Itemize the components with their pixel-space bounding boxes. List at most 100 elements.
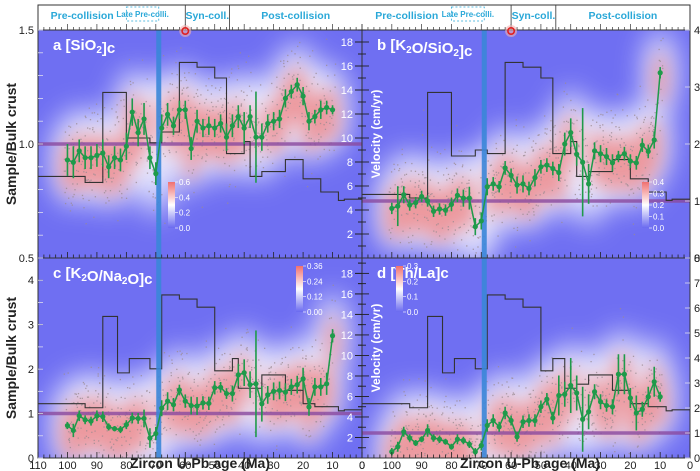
sample-point	[205, 160, 207, 162]
sample-point	[293, 74, 295, 76]
sample-point	[608, 178, 610, 180]
sample-point	[222, 416, 224, 418]
sample-point	[506, 404, 508, 406]
sample-point	[414, 205, 416, 207]
sample-point	[516, 411, 518, 413]
sample-point	[449, 407, 452, 409]
median-point	[526, 417, 532, 424]
median-point	[206, 123, 212, 129]
red-circle-halo	[179, 25, 192, 37]
sample-point	[259, 133, 261, 135]
sample-point	[140, 157, 142, 159]
x-tick-label: 70	[475, 460, 487, 471]
sample-point	[643, 119, 645, 121]
sample-point	[239, 52, 242, 54]
sample-point	[318, 133, 320, 135]
sample-point	[573, 147, 575, 150]
sample-point	[607, 383, 610, 385]
sample-point	[593, 435, 595, 437]
sample-point	[247, 359, 249, 361]
sample-point	[258, 359, 260, 361]
sample-point	[254, 146, 256, 148]
sample-point	[442, 412, 444, 414]
sample-point	[273, 362, 276, 364]
sample-point	[567, 401, 569, 403]
sample-point	[650, 123, 652, 125]
colorbar-label: 0.1	[653, 213, 665, 222]
sample-point	[73, 193, 75, 196]
sample-point	[176, 368, 178, 371]
sample-point	[162, 110, 165, 112]
sample-point	[405, 427, 408, 429]
sample-point	[575, 175, 577, 177]
sample-point	[203, 369, 206, 371]
sample-point	[660, 384, 663, 387]
sample-point	[567, 419, 569, 421]
sample-point	[420, 444, 422, 446]
sample-point	[509, 207, 511, 209]
median-point	[82, 417, 88, 423]
sample-point	[590, 360, 592, 363]
sample-point	[93, 131, 95, 133]
median-point	[532, 417, 538, 424]
sample-point	[117, 152, 119, 154]
collision-onset-bar	[481, 30, 487, 258]
sample-point	[595, 161, 597, 164]
sample-point	[458, 186, 460, 188]
sample-point	[234, 372, 236, 374]
sample-point	[330, 353, 332, 356]
sample-point	[447, 226, 449, 228]
sample-point	[262, 123, 264, 125]
sample-point	[424, 435, 426, 437]
sample-point	[64, 131, 67, 133]
sample-point	[75, 169, 78, 172]
median-point	[312, 384, 318, 390]
sample-point	[132, 82, 134, 84]
sample-point	[129, 80, 132, 83]
sample-point	[465, 231, 468, 234]
sample-point	[541, 380, 543, 383]
x-tick-label: 60	[179, 460, 191, 471]
sample-point	[425, 395, 428, 398]
sample-point	[250, 109, 253, 111]
sample-point	[148, 191, 150, 193]
sample-point	[466, 245, 468, 247]
sample-point	[81, 404, 83, 406]
sample-point	[522, 213, 524, 215]
median-point	[106, 424, 112, 430]
sample-point	[193, 406, 195, 409]
sample-point	[409, 441, 411, 443]
sample-point	[533, 439, 535, 441]
sample-point	[561, 386, 563, 388]
sample-point	[586, 161, 588, 163]
median-point	[544, 162, 550, 168]
sample-point	[334, 63, 337, 65]
sample-point	[559, 180, 561, 182]
sample-point	[660, 88, 662, 91]
sample-point	[623, 401, 625, 403]
sample-point	[603, 163, 605, 165]
sample-point	[620, 146, 622, 148]
sample-point	[245, 149, 247, 152]
sample-point	[205, 340, 208, 342]
sample-point	[85, 435, 88, 437]
onset-markers	[179, 25, 518, 37]
median-point	[271, 388, 277, 394]
sample-point	[307, 396, 309, 398]
y-tick-label: 1	[694, 196, 700, 208]
median-point	[502, 410, 508, 416]
median-point	[159, 125, 165, 131]
sample-point	[591, 414, 593, 417]
sample-point	[81, 403, 83, 405]
median-point	[472, 449, 478, 455]
sample-point	[501, 154, 504, 156]
sample-point	[84, 135, 86, 137]
sample-point	[590, 401, 592, 403]
sample-point	[493, 384, 495, 386]
median-point	[194, 403, 200, 409]
median-point	[645, 394, 651, 400]
x-axis-title-right: Zircon U-Pb age (Ma)	[460, 455, 600, 471]
sample-point	[334, 86, 336, 88]
sample-point	[447, 202, 449, 204]
sample-point	[258, 408, 261, 410]
